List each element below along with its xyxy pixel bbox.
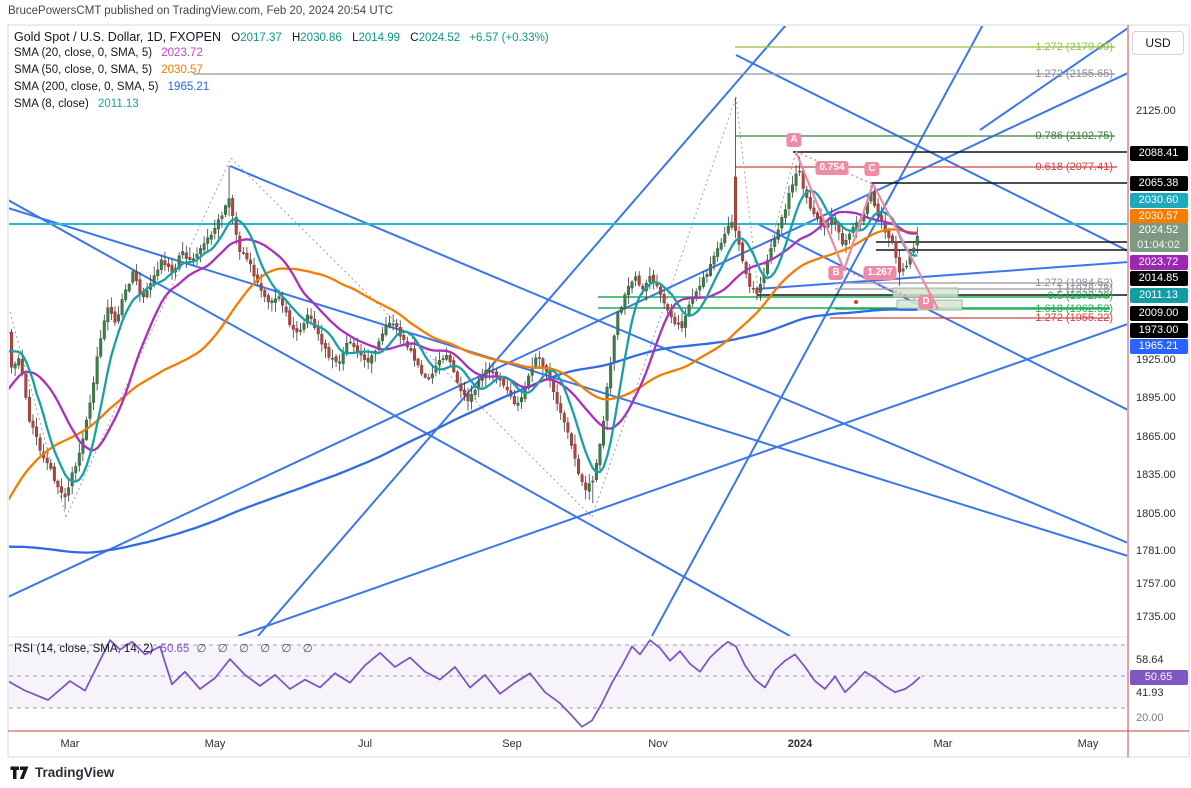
fib-level-label: 0.5 (1972.70) — [1047, 290, 1113, 302]
sma50-legend-row[interactable]: SMA (50, close, 0, SMA, 5) 2030.57 — [14, 64, 203, 76]
sma200-value: 1965.21 — [167, 81, 210, 93]
high-value: 2030.86 — [300, 32, 342, 44]
price-tick: 1805.00 — [1136, 508, 1176, 520]
time-label: Mar — [933, 738, 953, 750]
time-label: Nov — [648, 738, 668, 750]
close-key: C — [410, 32, 419, 44]
pattern-point-badge: A — [786, 133, 802, 147]
symbol-legend-row[interactable]: Gold Spot / U.S. Dollar, 1D, FXOPEN O201… — [14, 30, 549, 44]
rsi-value-badge: 50.65 — [1129, 669, 1188, 685]
high-key: H — [291, 32, 301, 44]
fib-level-label: 1.272 (1955.22) — [1035, 312, 1113, 324]
current-price-countdown-badge: 2024.52 01:04:02 — [1129, 223, 1188, 252]
pattern-point-badge: C — [864, 162, 880, 176]
fib-level-label: 1 (1978.78) — [1056, 283, 1113, 295]
sma8-legend-row[interactable]: SMA (8, close) 2011.13 — [14, 98, 139, 110]
rsi-tick: 58.64 — [1136, 654, 1164, 666]
current-price: 2024.52 — [1138, 224, 1179, 236]
sma50-label: SMA (50, close, 0, SMA, 5) — [14, 64, 153, 76]
fib-level-label: 1.272 (2179.09) — [1035, 41, 1113, 53]
time-label: 2024 — [787, 738, 813, 750]
price-tick: 2125.00 — [1136, 105, 1176, 117]
close-value: 2024.52 — [418, 32, 461, 44]
open-value: 2017.37 — [240, 32, 282, 44]
currency-toggle-button[interactable]: USD — [1132, 31, 1184, 55]
low-key: L — [352, 32, 359, 44]
rsi-label: RSI (14, close, SMA, 14, 2) — [14, 643, 154, 655]
sma200-label: SMA (200, close, 0, SMA, 5) — [14, 81, 159, 93]
tradingview-mark-icon — [10, 766, 29, 779]
price-line-badge: 2030.60 — [1129, 192, 1188, 208]
fib-level-label: 0.786 (2102.75) — [1035, 130, 1113, 142]
price-line-badge: 2009.00 — [1129, 305, 1188, 321]
price-line-badge: 2011.13 — [1129, 287, 1188, 303]
change-value: +6.57 (+0.33%) — [469, 32, 549, 44]
time-label: Jul — [357, 738, 373, 750]
fib-level-label: 1.272 (1984.52) — [1035, 277, 1113, 289]
rsi-legend-row[interactable]: RSI (14, close, SMA, 14, 2) 50.65 ∅ ∅ ∅ … — [14, 641, 317, 655]
sma200-legend-row[interactable]: SMA (200, close, 0, SMA, 5) 1965.21 — [14, 81, 209, 93]
time-label: May — [204, 738, 226, 750]
sma8-value: 2011.13 — [97, 98, 139, 110]
fib-level-label: 1.618 (1962.52) — [1035, 303, 1113, 315]
time-label: Sep — [502, 738, 522, 750]
price-line-badge: 2023.72 — [1129, 254, 1188, 270]
pattern-point-badge: D — [918, 295, 934, 309]
price-line-badge: 1965.21 — [1129, 338, 1188, 354]
tradingview-logo[interactable]: TradingView — [10, 765, 114, 780]
pattern-point-badge: B — [828, 266, 844, 280]
price-line-badge: 1973.00 — [1129, 322, 1188, 338]
price-line-badge: 2088.41 — [1129, 145, 1188, 161]
price-tick: 1835.00 — [1136, 469, 1176, 481]
pattern-point-badge: 1.267 — [863, 266, 897, 280]
price-tick: 1757.00 — [1136, 578, 1176, 590]
tradingview-wordmark: TradingView — [35, 765, 115, 780]
price-tick: 1781.00 — [1136, 545, 1176, 557]
low-value: 2014.99 — [358, 32, 401, 44]
fib-level-label: 1.272 (2155.65) — [1035, 68, 1113, 80]
rsi-hidden-plots: ∅ ∅ ∅ ∅ ∅ ∅ — [196, 643, 317, 655]
price-line-badge: 2014.85 — [1129, 270, 1188, 286]
rsi-value: 50.65 — [160, 643, 190, 655]
sma8-label: SMA (8, close) — [14, 98, 89, 110]
pattern-point-badge: 0.754 — [815, 161, 849, 175]
fib-level-label: 0.618 (2077.41) — [1035, 161, 1113, 173]
sma20-value: 2023.72 — [161, 47, 203, 59]
sma20-label: SMA (20, close, 0, SMA, 5) — [14, 47, 153, 59]
price-tick: 1865.00 — [1136, 431, 1176, 443]
sma20-legend-row[interactable]: SMA (20, close, 0, SMA, 5) 2023.72 — [14, 47, 203, 59]
price-line-badge: 2030.57 — [1129, 208, 1188, 224]
sma50-value: 2030.57 — [161, 64, 203, 76]
rsi-tick: 41.93 — [1136, 687, 1164, 699]
price-tick: 1895.00 — [1136, 392, 1176, 404]
time-label: Mar — [60, 738, 80, 750]
price-tick: 1735.00 — [1136, 611, 1176, 623]
price-tick: 1925.00 — [1136, 354, 1176, 366]
open-key: O — [231, 32, 241, 44]
publish-caption: BrucePowersCMT published on TradingView.… — [8, 5, 394, 17]
time-label: May — [1077, 738, 1099, 750]
price-line-badge: 2065.38 — [1129, 175, 1188, 191]
bar-countdown: 01:04:02 — [1137, 238, 1180, 251]
rsi-tick: 20.00 — [1136, 712, 1164, 724]
symbol-title: Gold Spot / U.S. Dollar, 1D, FXOPEN — [14, 30, 222, 44]
